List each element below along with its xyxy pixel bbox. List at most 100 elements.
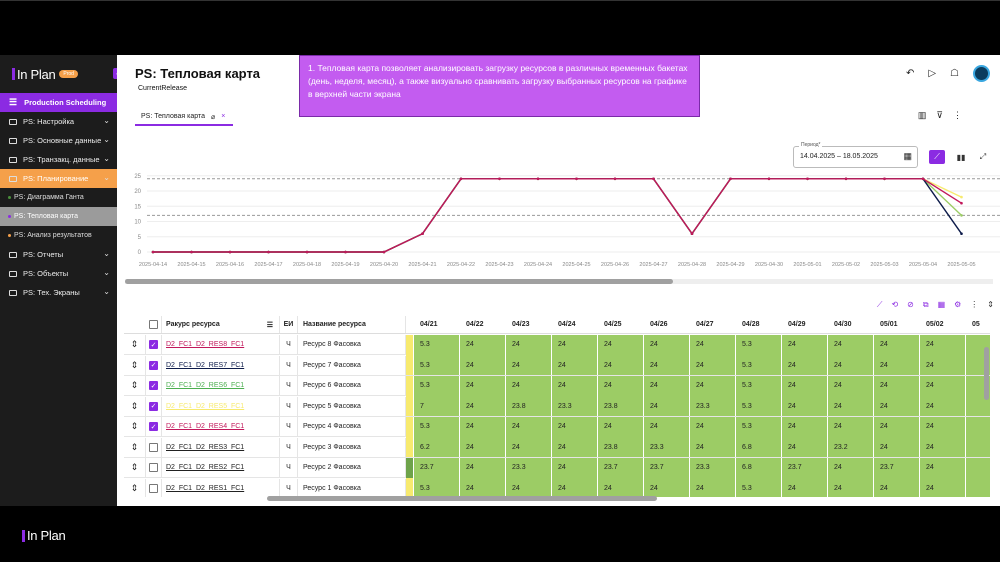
heatmap-cell[interactable]: 24 [920,334,966,355]
heatmap-cell[interactable]: 23.3 [552,396,598,416]
resize-icon[interactable]: ⇕ [987,300,994,309]
row-checkbox[interactable] [146,478,162,497]
reorder-icon[interactable]: ⇕ [124,478,146,497]
heatmap-cell[interactable]: 23.7 [414,457,460,478]
table-row[interactable]: ⇕ ✓ D2_FC1_D2_RES5_FC1 Ч Ресурс 5 Фасовка 7 24… [124,396,990,417]
heatmap-cell[interactable]: 24 [920,478,966,497]
select-all-checkbox[interactable] [146,316,162,333]
tab-heatmap[interactable]: PS: Тепловая карта ⌀ × [135,109,233,126]
date-column-header[interactable]: 04/26 [650,321,668,328]
reorder-icon[interactable]: ⇕ [124,417,146,436]
heatmap-cell[interactable]: 24 [828,375,874,396]
undo-icon[interactable]: ↶ [905,68,915,79]
date-column-header[interactable]: 04/24 [558,321,576,328]
heatmap-cell[interactable]: 5.3 [414,355,460,375]
heatmap-cell[interactable]: 5.3 [736,375,782,396]
heatmap-cell[interactable]: 24 [874,416,920,437]
heatmap-cell[interactable]: 24 [598,416,644,437]
date-column-header[interactable]: 04/30 [834,321,852,328]
avatar[interactable] [973,65,990,82]
heatmap-cell[interactable]: 24 [690,437,736,457]
sidebar-subitem[interactable]: PS: Диаграмма Ганта [0,188,117,207]
robot-icon[interactable]: ☖ [950,68,959,79]
sidebar-item[interactable]: PS: Объекты ⌄ [0,264,117,283]
sidebar-item[interactable]: PS: Планирование ⌄ [0,169,117,188]
heatmap-cell[interactable]: 5.3 [414,334,460,355]
heatmap-cell[interactable]: 24 [644,375,690,396]
heatmap-cell[interactable]: 24 [828,355,874,375]
heatmap-cell[interactable]: 24 [460,375,506,396]
heatmap-cell[interactable]: 24 [920,355,966,375]
sidebar-item[interactable]: ☰ Production Scheduling [0,93,117,112]
heatmap-cell[interactable]: 6.2 [414,437,460,457]
row-checkbox[interactable] [146,458,162,477]
settings-icon[interactable]: ⚙ [954,300,962,309]
heatmap-cell[interactable]: 24 [828,478,874,497]
heatmap-cell[interactable]: 5.3 [736,478,782,497]
heatmap-cell[interactable]: 23.3 [506,457,552,478]
heatmap-cell[interactable]: 24 [598,478,644,497]
heatmap-cell[interactable]: 24 [782,437,828,457]
date-column-header[interactable]: 04/23 [512,321,530,328]
heatmap-cell[interactable]: 24 [644,416,690,437]
sidebar-subitem[interactable]: PS: Анализ результатов [0,226,117,245]
heatmap-cell[interactable]: 24 [552,437,598,457]
row-checkbox[interactable]: ✓ [146,376,162,395]
heatmap-cell[interactable]: 24 [506,334,552,355]
resource-code[interactable]: D2_FC1_D2_RES4_FC1 [162,417,280,436]
heatmap-cell[interactable]: 24 [782,478,828,497]
heatmap-cell[interactable]: 24 [644,478,690,497]
heatmap-cell[interactable]: 6.8 [736,457,782,478]
sidebar-item[interactable]: PS: Настройка ⌄ [0,112,117,131]
heatmap-cell[interactable]: 24 [644,355,690,375]
heatmap-cell[interactable]: 24 [920,437,966,457]
sidebar-item[interactable]: PS: Тех. Экраны ⌄ [0,283,117,302]
heatmap-cell[interactable]: 24 [690,334,736,355]
heatmap-cell[interactable]: 24 [920,457,966,478]
heatmap-cell[interactable]: 24 [506,355,552,375]
heatmap-cell[interactable]: 24 [506,416,552,437]
date-column-header[interactable]: 04/21 [420,321,438,328]
heatmap-cell[interactable]: 24 [644,396,690,416]
refresh-icon[interactable]: ⟲ [891,300,899,309]
heatmap-cell[interactable]: 24 [782,416,828,437]
heatmap-cell[interactable]: 23.7 [644,457,690,478]
heatmap-cell[interactable] [966,396,990,416]
grid-vscrollbar[interactable] [984,347,989,400]
sidebar-subitem[interactable]: PS: Тепловая карта [0,207,117,226]
date-column-header[interactable]: 05/02 [926,321,944,328]
heatmap-cell[interactable]: 5.3 [736,416,782,437]
heatmap-cell[interactable]: 24 [598,355,644,375]
heatmap-cell[interactable] [966,457,990,478]
heatmap-cell[interactable]: 23.7 [782,457,828,478]
heatmap-cell[interactable]: 24 [506,437,552,457]
row-checkbox[interactable]: ✓ [146,335,162,354]
grid-scrollbar[interactable] [267,496,657,501]
heatmap-cell[interactable]: 24 [552,457,598,478]
heatmap-cell[interactable]: 24 [920,416,966,437]
heatmap-cell[interactable]: 24 [874,396,920,416]
heatmap-cell[interactable]: 24 [828,396,874,416]
heatmap-cell[interactable]: 24 [690,478,736,497]
heatmap-cell[interactable]: 24 [552,478,598,497]
heatmap-cell[interactable]: 24 [782,375,828,396]
reorder-icon[interactable]: ⇕ [124,437,146,457]
resource-code[interactable]: D2_FC1_D2_RES3_FC1 [162,437,280,457]
table-row[interactable]: ⇕ D2_FC1_D2_RES1_FC1 Ч Ресурс 1 Фасовка 5.3 2… [124,478,990,497]
col-header-unit[interactable]: ЕИ [280,316,298,333]
date-column-header[interactable]: 04/27 [696,321,714,328]
date-column-header[interactable]: 04/29 [788,321,806,328]
heatmap-cell[interactable]: 24 [782,334,828,355]
table-row[interactable]: ⇕ ✓ D2_FC1_D2_RES6_FC1 Ч Ресурс 6 Фасовка 5.3… [124,375,990,396]
sidebar-item[interactable]: PS: Отчеты ⌄ [0,245,117,264]
heatmap-cell[interactable]: 24 [598,375,644,396]
heatmap-cell[interactable]: 24 [920,396,966,416]
heatmap-cell[interactable]: 24 [506,375,552,396]
reorder-icon[interactable]: ⇕ [124,396,146,416]
resource-code[interactable]: D2_FC1_D2_RES1_FC1 [162,478,280,497]
heatmap-cell[interactable]: 23.2 [828,437,874,457]
reorder-icon[interactable]: ⇕ [124,376,146,395]
heatmap-cell[interactable]: 23.8 [506,396,552,416]
row-checkbox[interactable] [146,437,162,457]
chart-toggle-icon[interactable]: ⟋ [876,300,883,309]
